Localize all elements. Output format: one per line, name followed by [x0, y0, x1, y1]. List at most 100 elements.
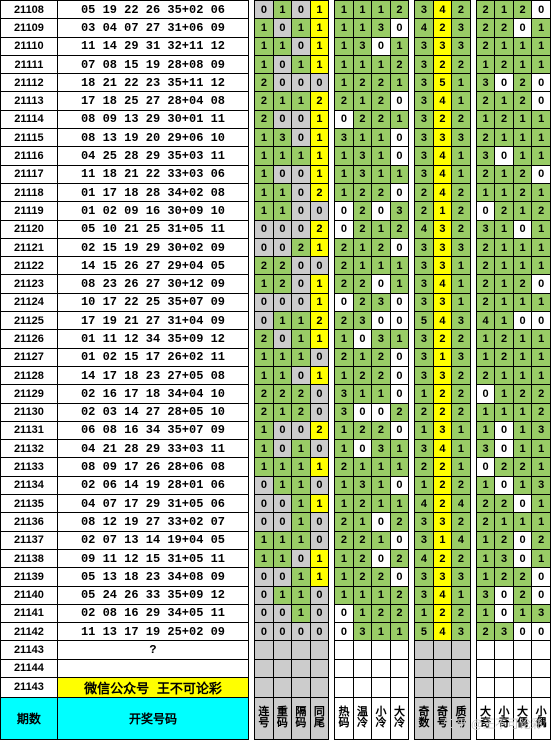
stat-cell: 2	[452, 366, 471, 384]
numbers-cell: 11 13 17 19 25+02 09	[57, 623, 248, 641]
stat-cell: 1	[495, 37, 514, 55]
stat-cell: 0	[310, 385, 329, 403]
stat-cell: 1	[310, 549, 329, 567]
stat-cell: 0	[390, 129, 409, 147]
stat-cell: 1	[532, 495, 551, 513]
stat-cell: 0	[310, 623, 329, 641]
stat-cell: 0	[292, 110, 311, 128]
stat-cell: 1	[532, 330, 551, 348]
stat-cell: 2	[310, 92, 329, 110]
stat-cell: 2	[452, 604, 471, 622]
stat-cell: 0	[310, 348, 329, 366]
stat-cell: 2	[452, 513, 471, 531]
stat-cell: 1	[513, 476, 532, 494]
stat-cell: 0	[255, 1, 274, 19]
stat-cell: 0	[292, 257, 311, 275]
stat-cell: 1	[495, 275, 514, 293]
stat-cell: 2	[335, 458, 354, 476]
stat-cell: 0	[310, 476, 329, 494]
stat-cell: 3	[433, 238, 452, 256]
stat-cell: 4	[433, 1, 452, 19]
stat-cell: 0	[372, 403, 391, 421]
stat-cell: 2	[372, 366, 391, 384]
stat-cell: 1	[292, 147, 311, 165]
stat-cell	[273, 659, 292, 677]
stat-cell: 1	[390, 74, 409, 92]
stat-cell: 2	[372, 568, 391, 586]
stat-cell: 2	[353, 275, 372, 293]
stat-cell: 1	[273, 549, 292, 567]
stat-cell: 0	[292, 275, 311, 293]
stat-cell: 2	[433, 110, 452, 128]
issue-cell: 21139	[1, 568, 58, 586]
stat-cell: 3	[433, 293, 452, 311]
stat-cell: 0	[273, 495, 292, 513]
stat-cell: 1	[273, 1, 292, 19]
stat-cell: 3	[415, 55, 434, 73]
stat-cell: 0	[495, 147, 514, 165]
stat-cell: 2	[452, 403, 471, 421]
stat-cell: 3	[415, 37, 434, 55]
stat-cell: 2	[476, 165, 495, 183]
stat-cell: 0	[292, 421, 311, 439]
stat-cell: 1	[452, 74, 471, 92]
stat-cell: 2	[495, 495, 514, 513]
stat-cell: 1	[476, 604, 495, 622]
stat-cell: 0	[310, 604, 329, 622]
stat-cell: 2	[476, 37, 495, 55]
stat-cell	[353, 659, 372, 677]
stat-cell: 0	[495, 586, 514, 604]
stat-cell: 0	[495, 476, 514, 494]
stat-cell: 2	[390, 55, 409, 73]
stat-cell: 1	[292, 458, 311, 476]
stat-cell: 2	[255, 403, 274, 421]
stat-cell: 4	[433, 275, 452, 293]
stat-cell: 1	[310, 19, 329, 37]
stat-cell: 1	[495, 1, 514, 19]
stat-cell: 1	[372, 147, 391, 165]
stat-cell: 4	[415, 220, 434, 238]
stat-cell	[292, 659, 311, 677]
stat-cell: 1	[335, 19, 354, 37]
stat-cell: 1	[353, 1, 372, 19]
stat-cell: 3	[495, 623, 514, 641]
stat-cell: 2	[390, 513, 409, 531]
stat-cell: 1	[292, 348, 311, 366]
issue-cell: 21117	[1, 165, 58, 183]
stat-cell: 0	[513, 312, 532, 330]
issue-cell: 21138	[1, 549, 58, 567]
stat-cell: 0	[292, 366, 311, 384]
stat-cell: 2	[415, 403, 434, 421]
stat-cell: 4	[415, 549, 434, 567]
stat-cell: 2	[372, 348, 391, 366]
issue-cell: 21121	[1, 238, 58, 256]
stat-cell: 1	[476, 110, 495, 128]
numbers-cell: 11 18 21 22 33+03 06	[57, 165, 248, 183]
stat-cell: 5	[433, 74, 452, 92]
stat-cell: 1	[372, 55, 391, 73]
stat-cell: 1	[532, 257, 551, 275]
stat-cell: 2	[513, 275, 532, 293]
stat-cell: 2	[532, 385, 551, 403]
stat-cell: 3	[415, 238, 434, 256]
stat-cell: 1	[335, 37, 354, 55]
stat-cell: 2	[476, 257, 495, 275]
stat-cell: 0	[532, 165, 551, 183]
stat-cell: 1	[433, 202, 452, 220]
stat-cell	[310, 677, 329, 697]
stat-cell: 1	[310, 275, 329, 293]
issue-cell: 21131	[1, 421, 58, 439]
stat-cell: 2	[452, 202, 471, 220]
stat-cell: 0	[292, 549, 311, 567]
stat-cell: 3	[415, 92, 434, 110]
stat-cell: 1	[495, 165, 514, 183]
stat-cell: 1	[532, 440, 551, 458]
issue-cell: 21142	[1, 623, 58, 641]
footer-nums: 开奖号码	[57, 697, 248, 739]
stat-cell: 1	[310, 330, 329, 348]
stat-cell: 3	[476, 147, 495, 165]
stat-cell: 2	[372, 238, 391, 256]
stat-cell: 3	[273, 129, 292, 147]
stat-cell: 1	[513, 403, 532, 421]
stat-cell: 2	[390, 586, 409, 604]
